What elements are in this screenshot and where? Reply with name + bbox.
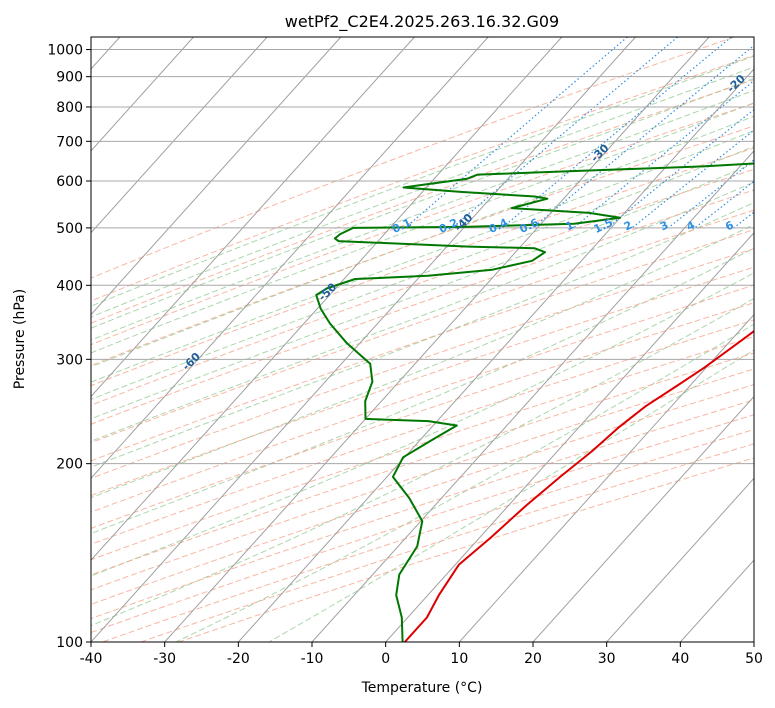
y-tick-label: 700 [56,134,83,150]
y-tick-label: 300 [56,352,83,368]
moist-adiabat-line [91,130,754,383]
profile-series [315,162,754,642]
y-axis-label: Pressure (hPa) [12,289,28,389]
x-tick-label: 10 [450,651,468,667]
dry-adiabat-line [91,125,754,367]
isotherm-line [385,231,754,642]
chart-title: wetPf2_C2E4.2025.263.16.32.G09 [285,12,559,32]
y-tick-label: 500 [56,221,83,237]
mixing-ratio-line [694,180,754,229]
x-tick-label: 40 [671,651,689,667]
moist-adiabat-line [91,89,754,341]
isotherm-line [311,150,754,642]
dry-adiabat-line [91,54,754,302]
mixing-ratio-line [631,129,754,229]
x-tick-label: -20 [227,651,250,667]
isotherm-line [91,37,636,642]
isotherm-line [91,37,563,561]
dry-adiabats [91,37,754,642]
grid-lines [91,37,754,642]
x-tick-label: 30 [598,651,616,667]
moist-adiabat-line [91,115,754,368]
mixing-ratio-label: 8 [752,218,764,233]
x-tick-label: -30 [153,651,176,667]
plot-area: -100-90-80-70-60-50-40-30-20-10010203040… [91,37,764,642]
plot-frame [90,36,755,643]
mixing-ratio-line [573,79,754,229]
axis-ticks: -40 -30 -20 -10 0 10 20 30 40 50 100 200 300 400 500 60… [47,43,763,667]
profile-line [315,162,754,642]
isotherm-line [164,37,710,642]
isotherm-line [91,37,342,316]
dry-adiabat-line [91,229,754,462]
moist-adiabat-line [91,272,754,577]
mixing-ratio-line [532,44,754,229]
dry-adiabat-line [91,147,754,387]
mixing-ratio-line [606,108,754,229]
x-tick-label: -10 [301,651,324,667]
isotherm-line [91,37,268,234]
dry-adiabat-line [91,384,754,605]
dry-adiabat-line [91,336,754,561]
y-tick-label: 200 [56,457,83,473]
dry-adiabat-line [91,189,754,425]
moist-adiabat-line [91,66,754,318]
y-tick-label: 800 [56,100,83,116]
dry-adiabat-line [91,302,754,529]
moist-adiabat-line [91,223,754,499]
isotherm-line [91,37,194,152]
y-tick-label: 900 [56,70,83,86]
moist-adiabat-line [91,201,754,468]
isotherm-line [606,477,754,642]
y-tick-label: 100 [56,635,83,651]
x-tick-label: 0 [381,651,390,667]
dry-adiabat-line [91,284,754,513]
isotherm-line [532,395,754,642]
profile-line [404,329,754,642]
isotherm-line [237,68,754,642]
isotherm-line [91,37,415,398]
moist-adiabat-line [91,102,754,354]
y-tick-label: 400 [56,278,83,294]
moist-adiabat-line [268,349,754,642]
y-tick-label: 600 [56,174,83,190]
x-tick-label: 50 [745,651,763,667]
isotherm-line [458,313,754,642]
mixing-ratio-line [404,37,628,229]
x-axis-label: Temperature (°C) [361,680,483,696]
moist-adiabat-line [91,55,754,307]
dry-adiabat-line [91,37,735,279]
x-tick-label: -40 [80,651,103,667]
isotherm-line [91,37,489,480]
moist-adiabat-line [91,181,754,442]
mixing-ratio-line [501,37,732,229]
moist-adiabat-line [175,323,754,642]
x-tick-label: 20 [524,651,542,667]
dry-adiabat-line [91,368,754,591]
y-tick-label: 1000 [47,43,83,59]
